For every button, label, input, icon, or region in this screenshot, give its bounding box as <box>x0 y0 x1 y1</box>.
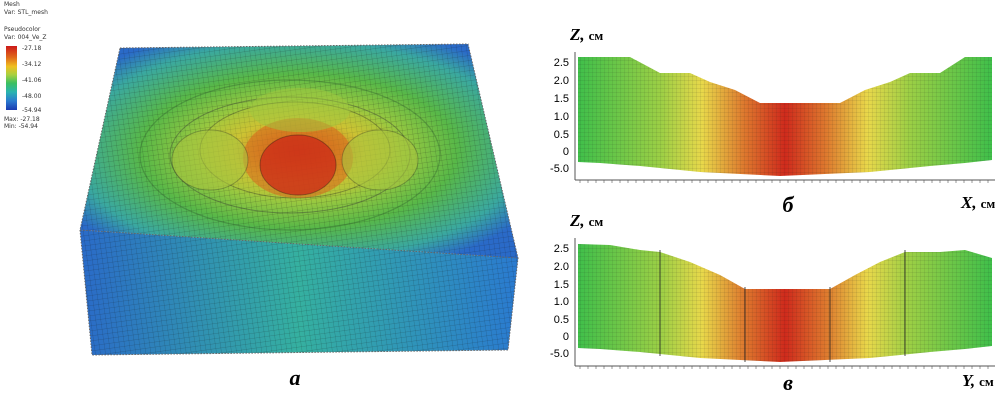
legend-tick-0: -27.18 <box>22 45 42 52</box>
panel-b-ytick-5: 0 <box>563 146 569 158</box>
panel-b-z-axis-title: Z, см <box>569 25 603 44</box>
legend-tick-3: -48.00 <box>22 93 42 100</box>
legend-tick-1: -34.12 <box>22 61 42 68</box>
panel-b-ytick-3: 1.0 <box>554 111 569 123</box>
legend-tick-2: -41.06 <box>22 77 42 84</box>
panel-c-ytick-5: 0 <box>563 331 569 343</box>
panel-c-section-y: Z, см 2.5 2.0 1.5 1.0 0.5 0 -5.0 Y, см в <box>550 211 995 393</box>
pseudocolor-legend: Mesh Var: STL_mesh Pseudocolor Var: 004_… <box>4 1 48 130</box>
panel-c-ytick-0: 2.5 <box>554 243 569 255</box>
legend-max: Max: -27.18 <box>4 116 40 123</box>
panel-c-z-axis-title: Z, см <box>569 211 603 230</box>
panel-a-label: a <box>290 365 301 390</box>
panel-c-ytick-6: -5.0 <box>550 348 569 360</box>
legend-tick-4: -54.94 <box>22 107 42 114</box>
panel-b-ytick-0: 2.5 <box>554 57 569 69</box>
legend-min: Min: -54.94 <box>4 123 38 130</box>
panel-b-ytick-4: 0.5 <box>554 129 569 141</box>
panel-b-ytick-6: -5.0 <box>550 163 569 175</box>
pseudocolor-title: Pseudocolor <box>4 26 41 33</box>
panel-c-x-axis-title: Y, см <box>962 371 994 390</box>
panel-c-ytick-2: 1.5 <box>554 279 569 291</box>
panel-b-label: б <box>783 192 795 217</box>
mesh-var: Var: STL_mesh <box>4 9 48 16</box>
panel-a-3d-model: a <box>79 43 519 390</box>
panel-c-label: в <box>783 370 793 393</box>
pseudocolor-var: Var: 004_Ve_Z <box>4 34 47 41</box>
mesh-title: Mesh <box>4 1 20 8</box>
panel-b-ytick-2: 1.5 <box>554 93 569 105</box>
panel-b-ytick-1: 2.0 <box>554 75 569 87</box>
panel-b-section-x: Z, см 2.5 2.0 1.5 1.0 0.5 0 -5.0 X, см б <box>550 25 995 217</box>
panel-c-ytick-1: 2.0 <box>554 261 569 273</box>
center-bump <box>259 134 337 196</box>
panel-c-ytick-4: 0.5 <box>554 314 569 326</box>
colorbar <box>6 46 17 110</box>
panel-c-ytick-3: 1.0 <box>554 296 569 308</box>
panel-b-x-axis-title: X, см <box>960 193 995 212</box>
